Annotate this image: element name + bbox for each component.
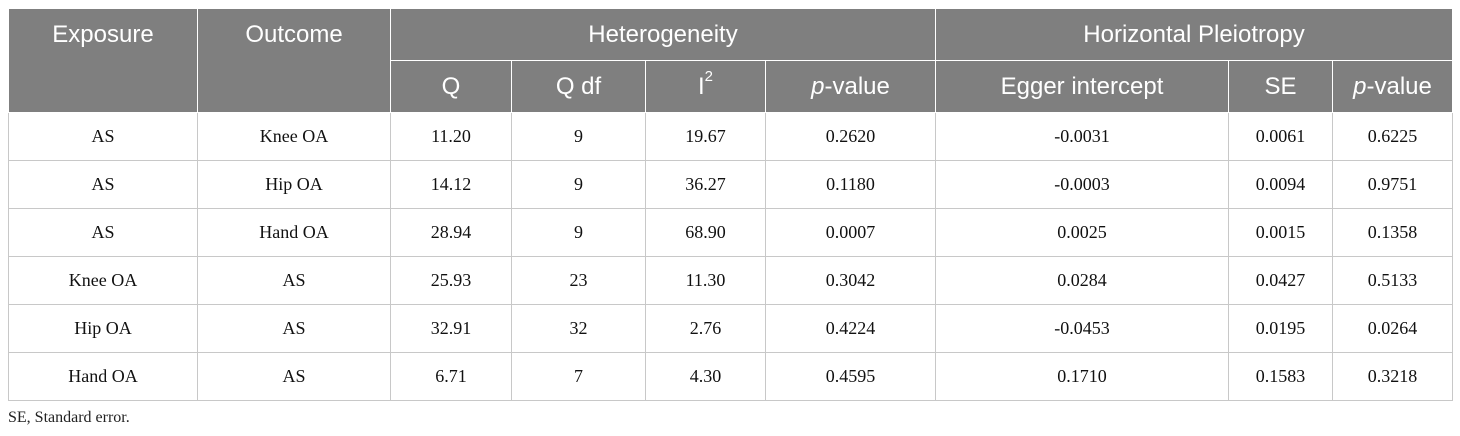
header-row-top: Exposure Outcome Heterogeneity Horizonta…: [8, 8, 1454, 113]
cell-se: 0.1583: [1228, 352, 1333, 401]
header-pleiotropy-p-value: p-value: [1331, 60, 1454, 113]
table-row: Hand OA AS 6.71 7 4.30 0.4595 0.1710 0.1…: [8, 352, 1454, 401]
cell-pleiotropy-p-value: 0.9751: [1331, 160, 1454, 209]
cell-se: 0.0015: [1228, 208, 1333, 257]
cell-outcome: AS: [197, 352, 391, 401]
table-row: AS Knee OA 11.20 9 19.67 0.2620 -0.0031 …: [8, 112, 1454, 161]
cell-egger-intercept: 0.0025: [935, 208, 1229, 257]
table-row: Knee OA AS 25.93 23 11.30 0.3042 0.0284 …: [8, 256, 1454, 305]
cell-heterogeneity-p-value: 0.4224: [765, 304, 936, 353]
cell-pleiotropy-p-value: 0.1358: [1331, 208, 1454, 257]
table-footnote: SE, Standard error.: [8, 409, 130, 426]
cell-exposure: Hip OA: [8, 304, 198, 353]
cell-egger-intercept: -0.0003: [935, 160, 1229, 209]
header-het-p-italic: p: [811, 73, 825, 100]
cell-heterogeneity-p-value: 0.3042: [765, 256, 936, 305]
cell-outcome: Knee OA: [197, 112, 391, 161]
cell-q-df: 9: [511, 160, 646, 209]
cell-egger-intercept: 0.0284: [935, 256, 1229, 305]
cell-pleiotropy-p-value: 0.0264: [1331, 304, 1454, 353]
header-pleio-p-rest: -value: [1366, 73, 1432, 100]
table-row: AS Hand OA 28.94 9 68.90 0.0007 0.0025 0…: [8, 208, 1454, 257]
header-heterogeneity: Heterogeneity: [390, 8, 936, 61]
cell-exposure: AS: [8, 112, 198, 161]
cell-q: 28.94: [390, 208, 512, 257]
cell-egger-intercept: -0.0031: [935, 112, 1229, 161]
cell-se: 0.0427: [1228, 256, 1333, 305]
cell-egger-intercept: -0.0453: [935, 304, 1229, 353]
header-horizontal-pleiotropy: Horizontal Pleiotropy: [934, 8, 1454, 61]
cell-q: 14.12: [390, 160, 512, 209]
cell-heterogeneity-p-value: 0.0007: [765, 208, 936, 257]
header-exposure: Exposure: [8, 8, 198, 113]
header-egger-intercept: Egger intercept: [935, 60, 1229, 113]
cell-exposure: Hand OA: [8, 352, 198, 401]
header-heterogeneity-p-value: p-value: [765, 60, 936, 113]
table-row: Hip OA AS 32.91 32 2.76 0.4224 -0.0453 0…: [8, 304, 1454, 353]
cell-q-df: 7: [511, 352, 646, 401]
cell-outcome: Hip OA: [197, 160, 391, 209]
cell-q-df: 32: [511, 304, 646, 353]
cell-i-squared: 36.27: [645, 160, 766, 209]
cell-heterogeneity-p-value: 0.1180: [765, 160, 936, 209]
header-het-p-rest: -value: [824, 73, 890, 100]
cell-se: 0.0094: [1228, 160, 1333, 209]
cell-exposure: AS: [8, 160, 198, 209]
cell-outcome: Hand OA: [197, 208, 391, 257]
cell-egger-intercept: 0.1710: [935, 352, 1229, 401]
cell-q: 25.93: [390, 256, 512, 305]
cell-heterogeneity-p-value: 0.2620: [765, 112, 936, 161]
header-i-squared-base: I: [697, 73, 705, 100]
cell-i-squared: 68.90: [645, 208, 766, 257]
header-row-sub: Q Q df I2 p-value Egger intercept SE p-v…: [9, 60, 1454, 113]
results-table: Exposure Outcome Heterogeneity Horizonta…: [8, 8, 1454, 401]
cell-pleiotropy-p-value: 0.3218: [1331, 352, 1454, 401]
header-se: SE: [1228, 60, 1333, 113]
cell-outcome: AS: [197, 304, 391, 353]
cell-i-squared: 19.67: [645, 112, 766, 161]
cell-se: 0.0195: [1228, 304, 1333, 353]
cell-pleiotropy-p-value: 0.5133: [1331, 256, 1454, 305]
cell-exposure: AS: [8, 208, 198, 257]
cell-heterogeneity-p-value: 0.4595: [765, 352, 936, 401]
cell-i-squared: 2.76: [645, 304, 766, 353]
cell-q-df: 9: [511, 208, 646, 257]
header-q: Q: [390, 60, 512, 113]
table-row: AS Hip OA 14.12 9 36.27 0.1180 -0.0003 0…: [8, 160, 1454, 209]
cell-outcome: AS: [197, 256, 391, 305]
cell-q: 6.71: [390, 352, 512, 401]
header-i-squared: I2: [645, 60, 766, 113]
cell-exposure: Knee OA: [8, 256, 198, 305]
header-i-squared-superscript: 2: [704, 68, 713, 85]
header-q-df: Q df: [511, 60, 646, 113]
cell-i-squared: 11.30: [645, 256, 766, 305]
cell-q: 11.20: [390, 112, 512, 161]
cell-i-squared: 4.30: [645, 352, 766, 401]
cell-q-df: 9: [511, 112, 646, 161]
cell-q: 32.91: [390, 304, 512, 353]
cell-se: 0.0061: [1228, 112, 1333, 161]
cell-pleiotropy-p-value: 0.6225: [1331, 112, 1454, 161]
header-outcome: Outcome: [197, 8, 391, 113]
header-pleio-p-italic: p: [1353, 73, 1367, 100]
cell-q-df: 23: [511, 256, 646, 305]
